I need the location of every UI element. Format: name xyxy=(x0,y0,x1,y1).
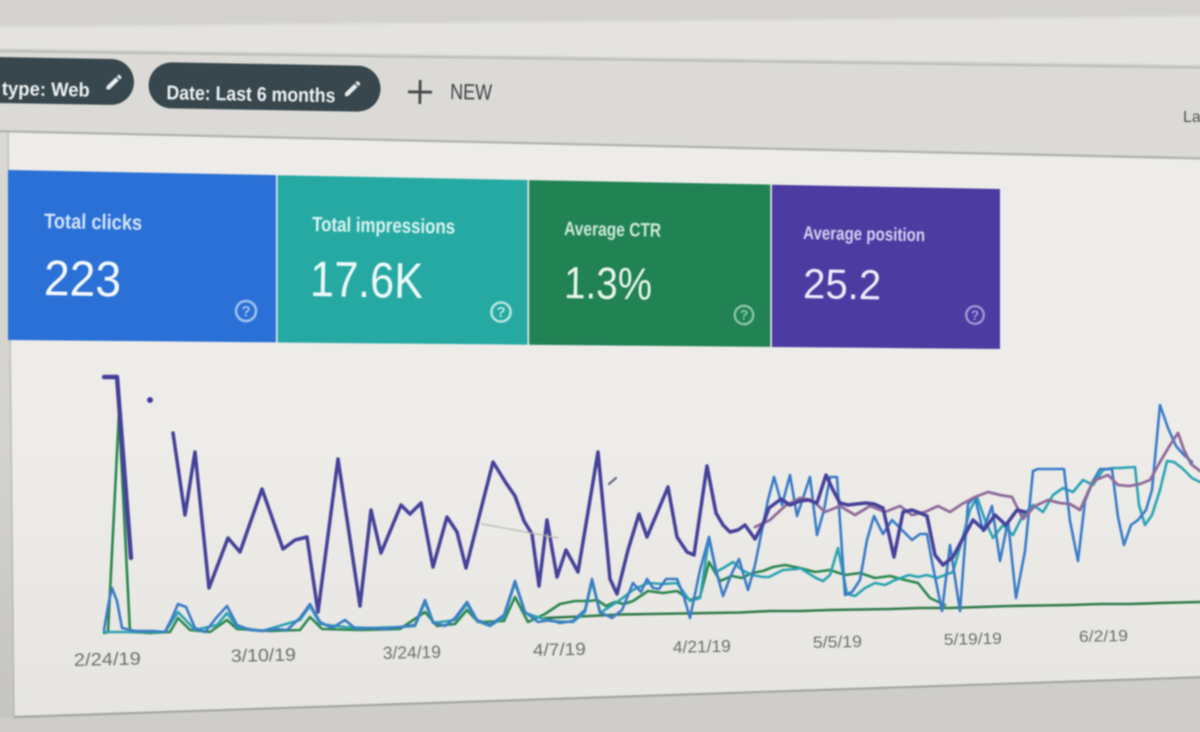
svg-text:NEW: NEW xyxy=(450,79,493,105)
svg-text:Average CTR: Average CTR xyxy=(564,218,661,242)
svg-text:17.6K: 17.6K xyxy=(310,251,424,309)
svg-text:?: ? xyxy=(971,308,980,323)
svg-text:Total impressions: Total impressions xyxy=(312,213,455,239)
svg-text:La: La xyxy=(1183,109,1200,126)
svg-text:25.2: 25.2 xyxy=(803,260,882,308)
svg-text:223: 223 xyxy=(44,250,122,307)
svg-text:?: ? xyxy=(241,303,250,320)
svg-text:Total clicks: Total clicks xyxy=(44,210,142,235)
svg-text:type: Web: type: Web xyxy=(2,78,90,102)
svg-text:?: ? xyxy=(496,305,505,321)
svg-text:1.3%: 1.3% xyxy=(564,257,653,310)
svg-text:Average position: Average position xyxy=(803,222,925,245)
svg-text:Date: Last 6 months: Date: Last 6 months xyxy=(166,82,335,107)
svg-text:?: ? xyxy=(740,307,749,323)
